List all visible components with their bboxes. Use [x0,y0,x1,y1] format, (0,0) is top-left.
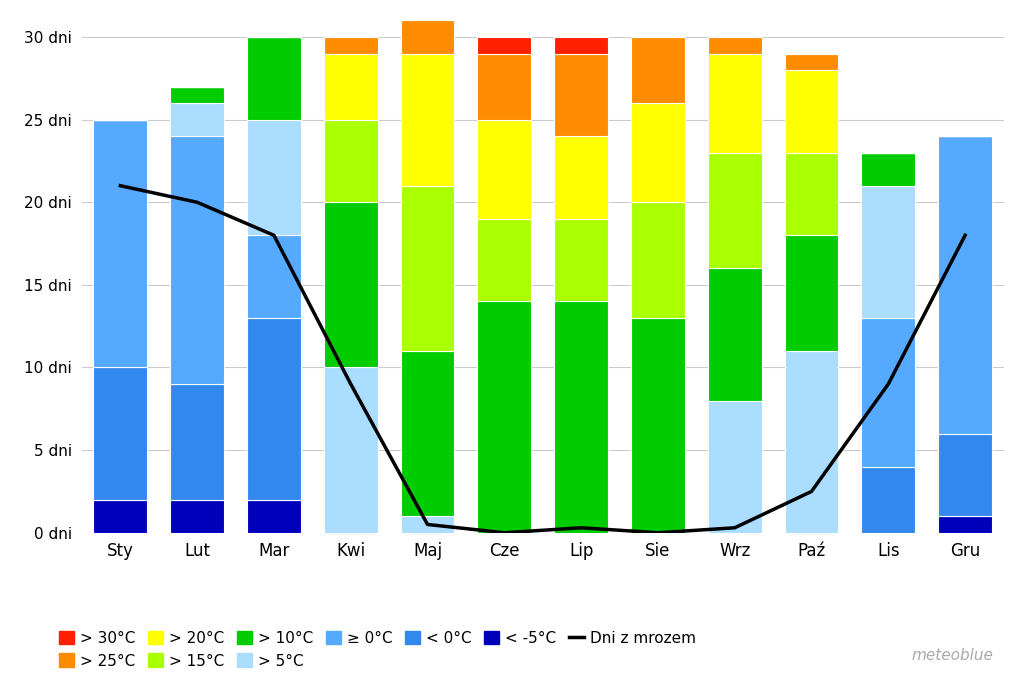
Bar [93,500,147,533]
Bar [400,53,455,186]
Bar [861,153,915,186]
Bar [708,37,762,53]
Bar [400,186,455,351]
Bar [93,367,147,500]
Bar [938,136,992,434]
Bar [324,37,378,53]
Bar [477,53,531,120]
Bar [324,120,378,202]
Bar [784,236,839,351]
Bar [247,37,301,120]
Bar [170,87,224,103]
Bar [861,186,915,318]
Text: meteoblue: meteoblue [911,647,993,663]
Bar [631,37,685,103]
Bar [400,516,455,533]
Bar [554,53,608,136]
Bar [324,367,378,533]
Bar [631,103,685,202]
Bar [170,500,224,533]
Bar [247,236,301,318]
Bar [170,103,224,136]
Bar [938,434,992,516]
Bar [324,202,378,367]
Bar [477,37,531,53]
Bar [861,466,915,533]
Bar [247,500,301,533]
Bar [784,53,839,70]
Bar [400,351,455,516]
Bar [554,37,608,53]
Bar [554,301,608,533]
Bar [708,53,762,153]
Bar [631,202,685,318]
Bar [784,70,839,153]
Bar [170,384,224,500]
Bar [477,120,531,219]
Bar [247,318,301,500]
Bar [631,318,685,533]
Bar [477,301,531,533]
Bar [554,136,608,219]
Bar [784,351,839,533]
Bar [708,400,762,533]
Bar [170,136,224,384]
Bar [708,153,762,268]
Legend: > 30°C, > 25°C, > 20°C, > 15°C, > 10°C, > 5°C, ≥ 0°C, < 0°C, < -5°C, Dni z mroze: > 30°C, > 25°C, > 20°C, > 15°C, > 10°C, … [58,631,696,669]
Bar [477,219,531,301]
Bar [784,153,839,236]
Bar [708,268,762,400]
Bar [247,120,301,236]
Bar [554,219,608,301]
Bar [938,516,992,533]
Bar [324,53,378,120]
Bar [861,318,915,466]
Bar [93,120,147,367]
Bar [400,20,455,53]
